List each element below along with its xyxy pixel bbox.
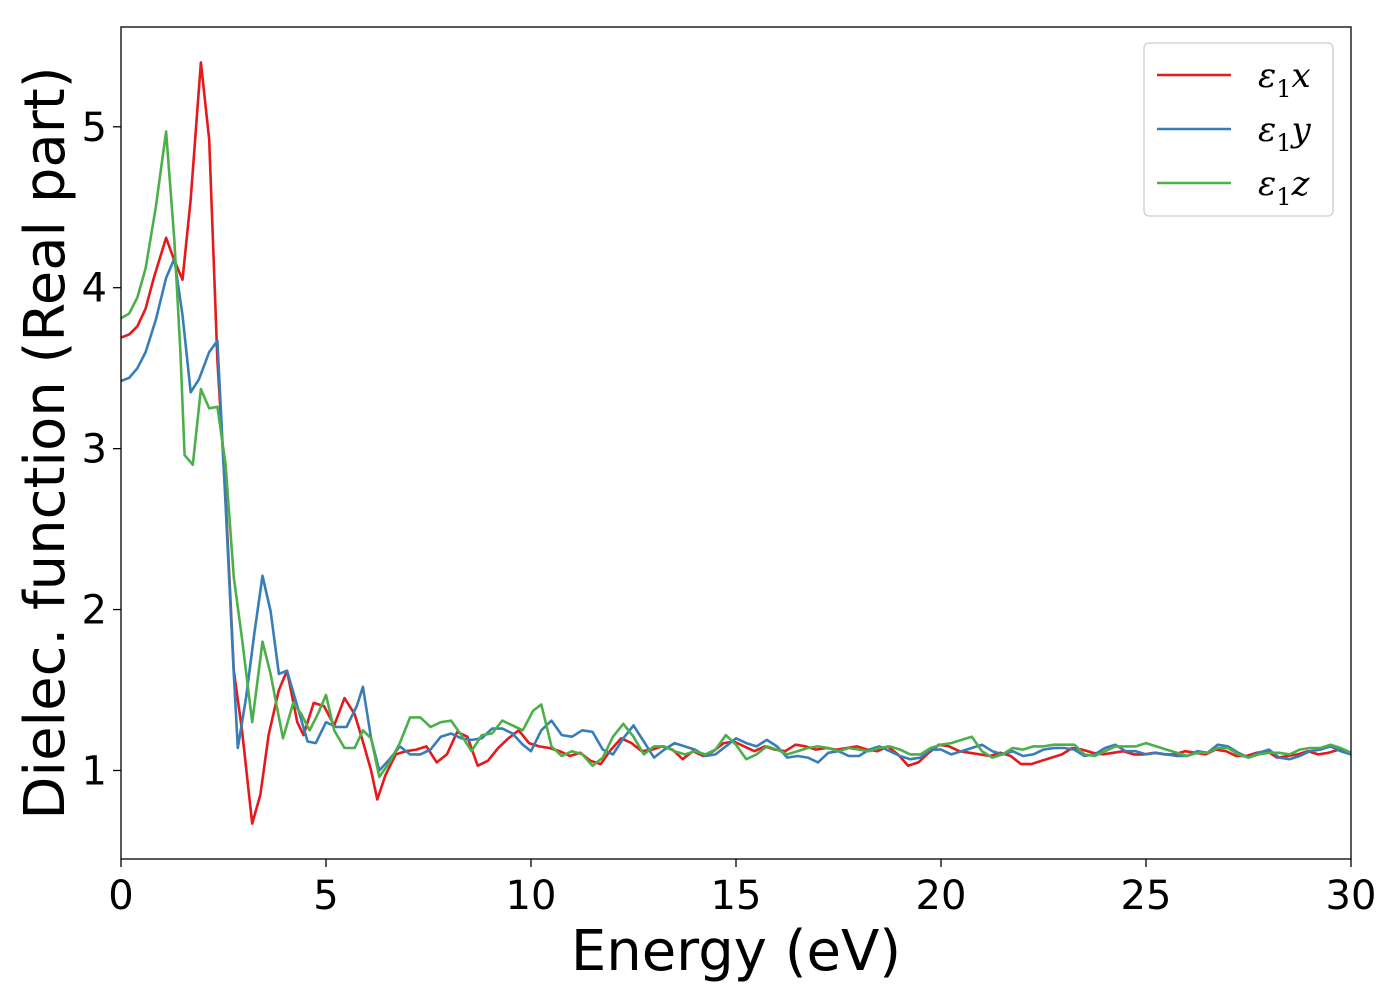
legend-label: ε1y [1258,110,1312,157]
y-axis: 1 2 3 4 5 [82,105,121,794]
legend-item-y: ε1y [1157,110,1312,157]
legend-label-subscript: 1 [1276,129,1291,157]
legend-label: ε1z [1258,164,1311,211]
legend-label-suffix: y [1290,110,1312,150]
series-layer [121,61,1351,825]
y-tick-label: 5 [82,105,107,151]
y-tick-label: 1 [82,748,107,794]
legend-label-subscript: 1 [1276,183,1291,211]
x-tick-label: 20 [916,873,967,919]
series-line-z [121,130,1351,779]
legend-item-z: ε1z [1157,164,1311,211]
x-axis-label: Energy (eV) [571,919,901,984]
legend-label-suffix: z [1291,164,1311,204]
legend-label-suffix: x [1292,56,1311,96]
x-tick-label: 15 [711,873,762,919]
legend-label-subscript: 1 [1276,75,1291,103]
legend-box [1143,42,1334,217]
x-tick-label: 0 [108,873,133,919]
x-tick-label: 5 [313,873,338,919]
y-tick-label: 4 [82,266,107,312]
series-line-y [121,257,1351,772]
legend-label: ε1x [1258,56,1311,103]
x-tick-label: 30 [1326,873,1377,919]
legend-item-x: ε1x [1157,56,1311,103]
legend-label-base: ε [1258,164,1276,204]
x-axis: 0 5 10 15 20 25 30 [108,859,1376,919]
y-tick-label: 2 [82,588,107,634]
legend-label-base: ε [1258,56,1276,96]
x-tick-label: 25 [1121,873,1172,919]
y-axis-label: Dielec. function (Real part) [13,66,78,819]
legend-label-base: ε [1258,110,1276,150]
x-tick-label: 10 [506,873,557,919]
y-tick-label: 3 [82,427,107,473]
